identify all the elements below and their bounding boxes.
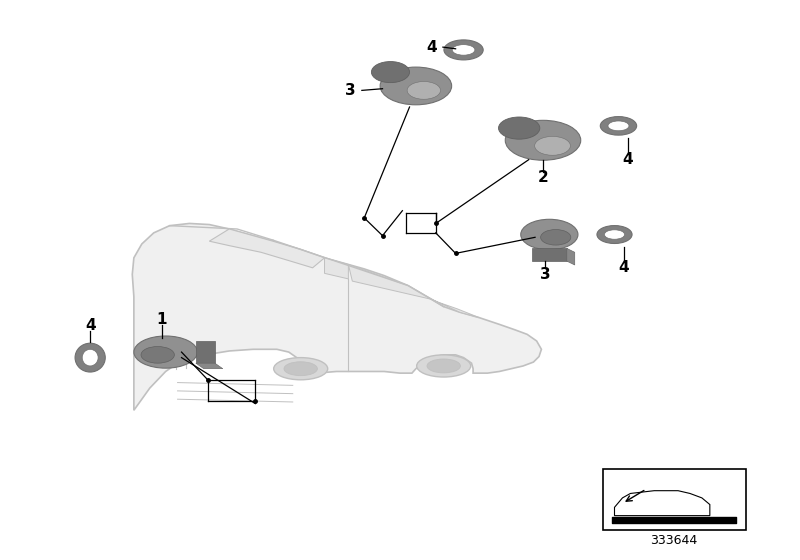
Polygon shape [210,229,325,268]
Text: 3: 3 [346,83,356,98]
Ellipse shape [380,67,452,105]
Ellipse shape [371,62,410,83]
Ellipse shape [134,336,198,368]
Ellipse shape [498,117,540,139]
Ellipse shape [284,362,318,376]
Ellipse shape [82,349,98,366]
Ellipse shape [597,226,632,244]
Text: 4: 4 [85,318,95,333]
Ellipse shape [141,347,174,363]
Polygon shape [614,491,710,516]
Polygon shape [432,300,479,318]
Ellipse shape [506,120,581,160]
Polygon shape [567,249,574,265]
Ellipse shape [427,359,460,373]
Ellipse shape [75,343,106,372]
Text: 1: 1 [157,312,167,328]
Ellipse shape [600,116,637,135]
Ellipse shape [608,121,629,130]
Text: 4: 4 [618,260,630,276]
Ellipse shape [274,358,328,380]
Ellipse shape [534,137,570,155]
Text: 3: 3 [540,267,550,282]
Polygon shape [348,264,432,300]
Text: 2: 2 [538,170,548,185]
Polygon shape [532,249,567,261]
Polygon shape [196,363,223,368]
Ellipse shape [452,45,475,55]
Polygon shape [325,258,348,279]
Ellipse shape [521,220,578,250]
Text: 333644: 333644 [650,534,698,547]
Polygon shape [196,341,215,363]
Ellipse shape [444,40,483,60]
Ellipse shape [417,355,470,377]
Bar [602,469,746,530]
Ellipse shape [407,82,441,99]
Ellipse shape [541,230,571,245]
Ellipse shape [604,230,625,239]
Text: 4: 4 [622,152,634,167]
Text: 4: 4 [426,40,437,55]
Polygon shape [132,223,542,410]
